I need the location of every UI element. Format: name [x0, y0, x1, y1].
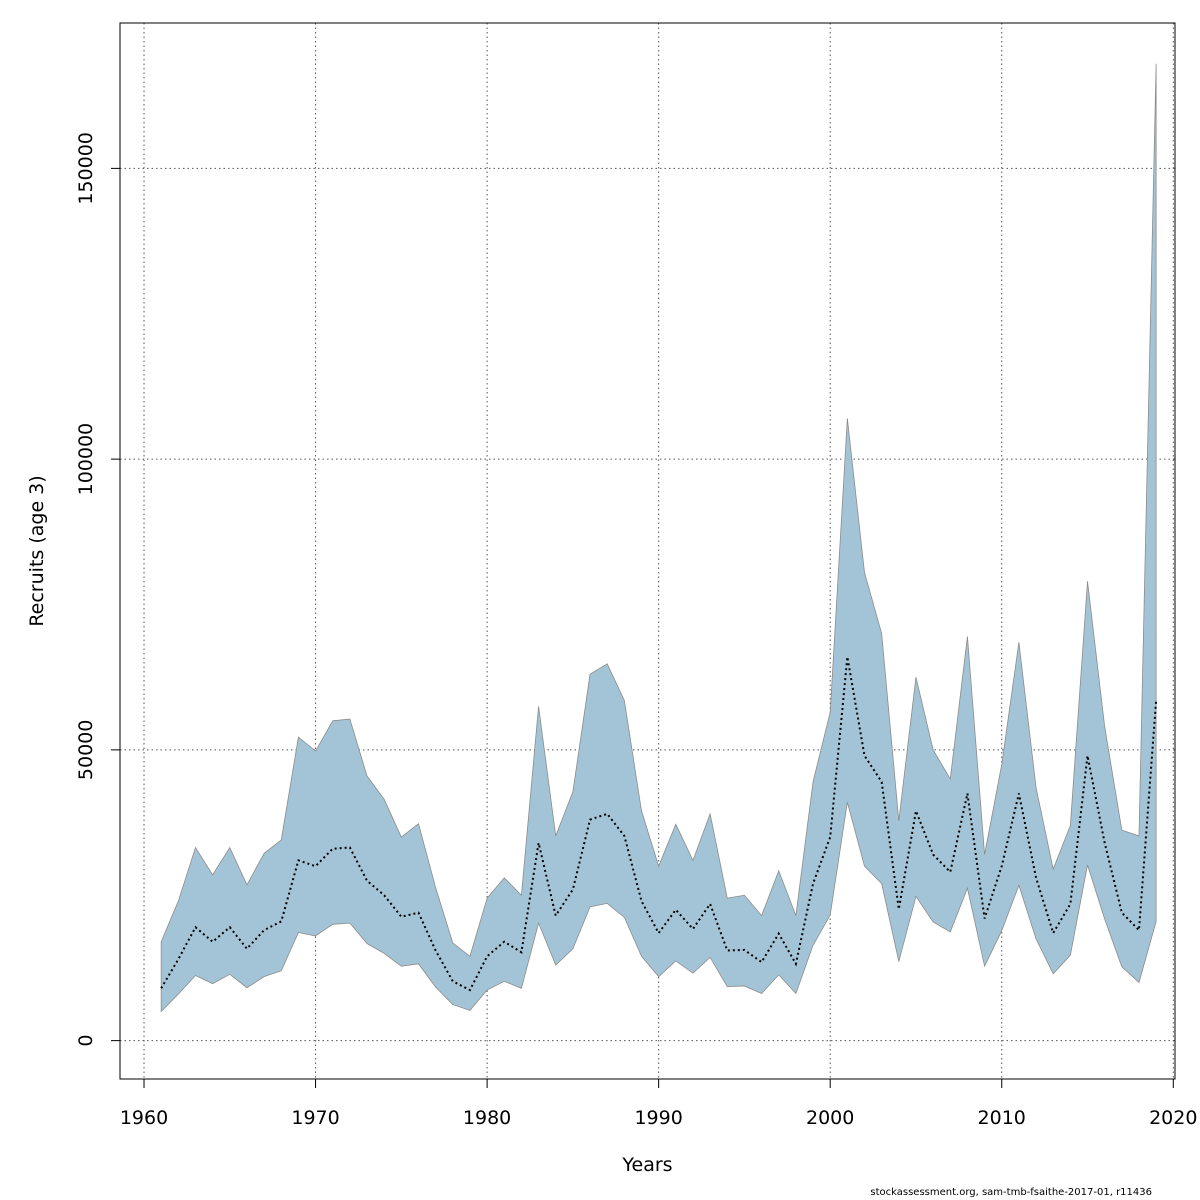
y-axis-title: Recruits (age 3)	[26, 475, 48, 626]
grid-lines	[120, 23, 1175, 1079]
y-axis: 0 50000 100000 150000	[75, 132, 121, 1047]
x-axis-title: Years	[621, 1154, 672, 1176]
x-tick-label: 1990	[634, 1107, 682, 1129]
footer-note: stockassessment.org, sam-tmb-fsaithe-201…	[870, 1187, 1152, 1198]
y-tick-label: 50000	[75, 720, 97, 780]
x-tick-label: 1980	[463, 1107, 511, 1129]
y-tick-label: 150000	[75, 132, 97, 205]
x-tick-label: 2010	[978, 1107, 1026, 1129]
x-axis: 1960 1970 1980 1990 2000 2010 2020	[120, 1078, 1197, 1129]
x-tick-label: 1960	[120, 1107, 168, 1129]
confidence-band	[160, 63, 1157, 1013]
x-tick-label: 2020	[1149, 1107, 1197, 1129]
y-tick-label: 0	[75, 1035, 97, 1047]
x-tick-label: 1970	[291, 1107, 339, 1129]
x-tick-label: 2000	[806, 1107, 854, 1129]
y-tick-label: 100000	[75, 423, 97, 496]
